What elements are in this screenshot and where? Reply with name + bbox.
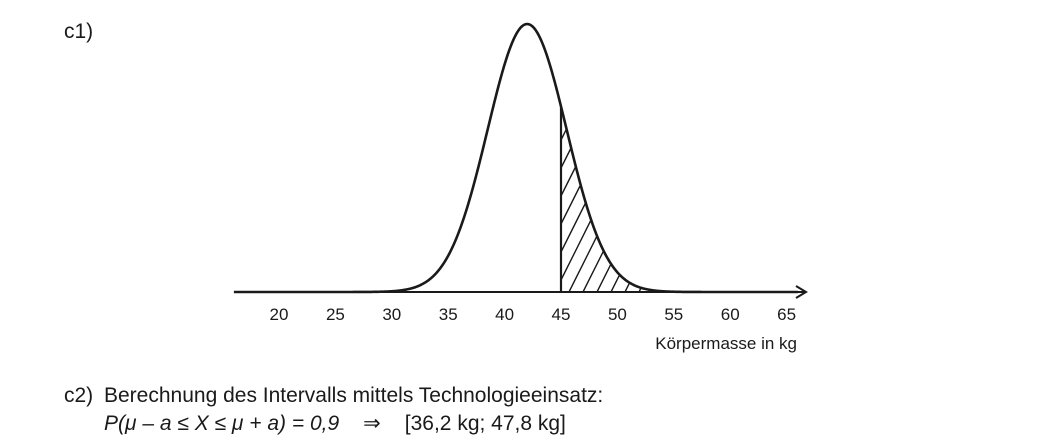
hatch-line: [561, 106, 596, 292]
hatch-line: [736, 106, 798, 292]
hatch-line: [582, 106, 764, 292]
hatch-line: [561, 106, 722, 292]
part-c2-text: Berechnung des Intervalls mittels Techno…: [104, 384, 604, 407]
hatch-line: [666, 106, 798, 292]
hatch-line: [694, 106, 798, 292]
hatch-line: [317, 0, 497, 292]
density-curve: [233, 22, 798, 294]
hatch-line: [835, 0, 1015, 292]
x-tick-label: 60: [721, 305, 740, 324]
hatch-line: [261, 0, 441, 292]
hatch-line: [289, 0, 469, 292]
x-tick-label: 25: [326, 305, 345, 324]
hatch-line: [303, 0, 483, 292]
x-axis-arrowhead: [795, 285, 808, 299]
x-axis-label: Körpermasse in kg: [655, 334, 797, 353]
hatch-line: [652, 106, 798, 292]
implies-arrow: ⇒: [363, 412, 381, 435]
hatch-line: [778, 106, 798, 292]
x-tick-label: 50: [608, 305, 627, 324]
hatch-line: [764, 106, 798, 292]
hatch-line: [610, 106, 792, 292]
part-c2: c2) Berechnung des Intervalls mittels Tec…: [64, 382, 603, 438]
x-tick-label: 55: [664, 305, 683, 324]
part-c1-label: c1): [64, 20, 94, 43]
hatch-line: [807, 0, 987, 292]
hatch-line: [345, 0, 525, 292]
x-ticks: 20 25 30 35 40 45 50 55 60 65: [270, 305, 797, 324]
interval-result: [36,2 kg; 47,8 kg]: [404, 412, 566, 435]
hatch-line: [708, 106, 798, 292]
hatch-line: [561, 106, 680, 292]
hatch-line: [821, 0, 1001, 292]
hatch-line: [792, 106, 798, 292]
hatch-line: [561, 106, 624, 292]
probability-formula: P(μ – a ≤ X ≤ μ + a) = 0,9: [104, 412, 340, 435]
x-tick-label: 30: [382, 305, 401, 324]
hatch-line: [373, 0, 553, 292]
hatch-line: [638, 106, 798, 292]
hatch-line: [568, 106, 750, 292]
x-tick-label: 35: [439, 305, 458, 324]
hatch-line: [680, 106, 798, 292]
hatch-line: [596, 106, 778, 292]
hatched-tail-region: [261, 0, 1015, 292]
normal-distribution-chart: 20 25 30 35 40 45 50 55 60 65 Körpermasse in kg: [233, 0, 1015, 353]
x-tick-label: 20: [270, 305, 289, 324]
hatch-line: [275, 0, 455, 292]
hatch-line: [561, 106, 736, 292]
x-tick-label: 40: [495, 305, 514, 324]
hatch-line: [561, 106, 708, 292]
hatch-line: [561, 106, 568, 292]
part-c2-label: c2): [64, 384, 94, 407]
x-tick-label: 65: [777, 305, 796, 324]
hatch-line: [722, 106, 798, 292]
hatch-line: [750, 106, 798, 292]
x-tick-label: 45: [552, 305, 571, 324]
hatch-line: [561, 106, 610, 292]
hatch-line: [624, 106, 798, 292]
hatch-line: [561, 106, 582, 292]
